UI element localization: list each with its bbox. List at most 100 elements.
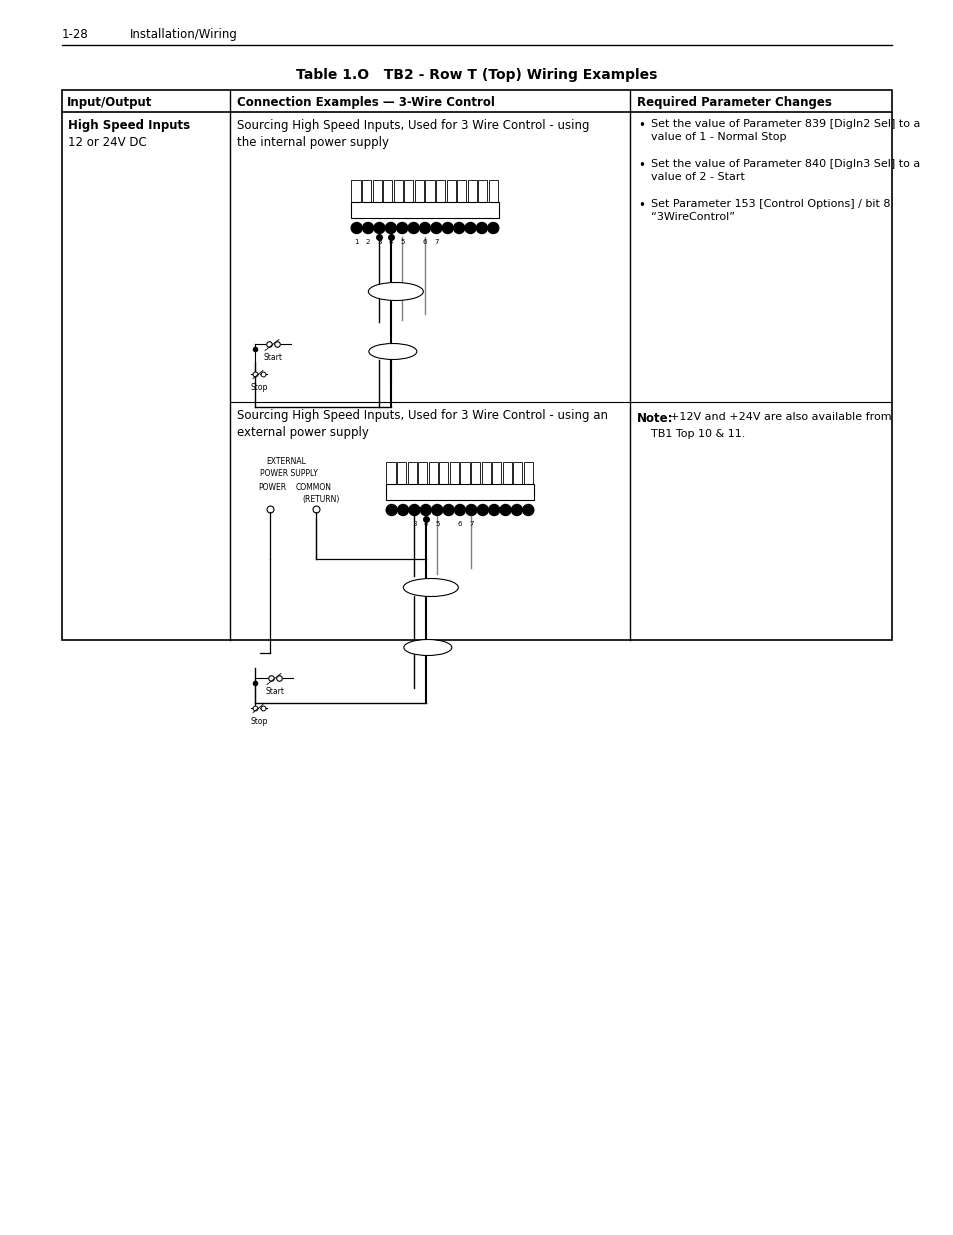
Text: Input/Output: Input/Output	[67, 96, 152, 109]
Circle shape	[408, 222, 418, 233]
Text: Sourcing High Speed Inputs, Used for 3 Wire Control - using
the internal power s: Sourcing High Speed Inputs, Used for 3 W…	[236, 119, 589, 149]
Circle shape	[454, 505, 465, 515]
Ellipse shape	[403, 640, 452, 656]
Text: TB1 Top 10 & 11.: TB1 Top 10 & 11.	[650, 429, 744, 438]
Bar	[417, 462, 427, 484]
Bar	[396, 462, 406, 484]
Text: Set Parameter 153 [Control Options] / bit 8
“3WireControl”: Set Parameter 153 [Control Options] / bi…	[650, 199, 889, 222]
Text: 6: 6	[422, 238, 427, 245]
Bar	[62, 90, 891, 640]
Bar	[425, 180, 435, 203]
Text: High Speed Inputs: High Speed Inputs	[68, 119, 190, 132]
Bar	[362, 180, 371, 203]
Text: Set the value of Parameter 839 [DigIn2 Sel] to a
value of 1 - Normal Stop: Set the value of Parameter 839 [DigIn2 S…	[650, 119, 920, 142]
Text: COMMON: COMMON	[295, 483, 332, 492]
Circle shape	[522, 505, 534, 515]
Text: 3: 3	[376, 238, 381, 245]
Text: •: •	[638, 159, 644, 172]
Text: +12V and +24V are also available from: +12V and +24V are also available from	[669, 412, 891, 422]
Text: Start: Start	[263, 353, 282, 363]
Bar	[513, 462, 522, 484]
Circle shape	[511, 505, 522, 515]
Bar	[383, 180, 392, 203]
Circle shape	[487, 222, 498, 233]
Text: Table 1.O   TB2 - Row T (Top) Wiring Examples: Table 1.O TB2 - Row T (Top) Wiring Examp…	[296, 68, 657, 82]
Text: Start: Start	[265, 688, 284, 697]
Circle shape	[385, 222, 395, 233]
Text: 7: 7	[469, 520, 473, 526]
Circle shape	[442, 505, 454, 515]
Bar	[394, 180, 402, 203]
Bar	[492, 462, 500, 484]
Circle shape	[420, 505, 431, 515]
Bar	[502, 462, 512, 484]
Text: 7: 7	[434, 238, 438, 245]
Circle shape	[362, 222, 374, 233]
Text: •: •	[638, 199, 644, 212]
Circle shape	[351, 222, 362, 233]
Circle shape	[499, 505, 511, 515]
Text: 5: 5	[435, 520, 439, 526]
Circle shape	[442, 222, 453, 233]
Bar	[477, 180, 487, 203]
Text: 3: 3	[412, 520, 416, 526]
Bar	[436, 180, 445, 203]
Text: Stop: Stop	[250, 716, 268, 725]
Text: 6: 6	[457, 520, 462, 526]
Bar	[351, 180, 360, 203]
Bar	[450, 462, 458, 484]
Text: Stop: Stop	[250, 383, 268, 391]
Circle shape	[454, 222, 464, 233]
Text: POWER SUPPLY: POWER SUPPLY	[260, 469, 317, 478]
Bar	[404, 180, 413, 203]
Circle shape	[432, 505, 442, 515]
Bar	[415, 180, 423, 203]
Bar	[489, 180, 497, 203]
Text: POWER: POWER	[257, 483, 286, 492]
Bar	[446, 180, 456, 203]
Circle shape	[396, 222, 407, 233]
Text: 2: 2	[366, 238, 370, 245]
Bar	[407, 462, 416, 484]
Bar	[467, 180, 476, 203]
Text: 12 or 24V DC: 12 or 24V DC	[68, 136, 147, 149]
Circle shape	[419, 222, 430, 233]
Ellipse shape	[368, 283, 423, 300]
Bar	[523, 462, 533, 484]
Bar	[456, 180, 466, 203]
Text: Set the value of Parameter 840 [DigIn3 Sel] to a
value of 2 - Start: Set the value of Parameter 840 [DigIn3 S…	[650, 159, 920, 183]
Text: 5: 5	[399, 238, 404, 245]
Text: Sourcing High Speed Inputs, Used for 3 Wire Control - using an
external power su: Sourcing High Speed Inputs, Used for 3 W…	[236, 409, 607, 438]
Circle shape	[476, 505, 488, 515]
Text: Required Parameter Changes: Required Parameter Changes	[637, 96, 831, 109]
Bar	[460, 462, 469, 484]
Bar	[439, 462, 448, 484]
Bar	[481, 462, 490, 484]
Text: 4: 4	[423, 520, 428, 526]
Circle shape	[397, 505, 408, 515]
Circle shape	[431, 222, 441, 233]
Circle shape	[464, 222, 476, 233]
Circle shape	[386, 505, 396, 515]
Text: 1-28: 1-28	[62, 28, 89, 41]
Text: EXTERNAL: EXTERNAL	[266, 457, 306, 466]
Ellipse shape	[369, 343, 416, 359]
Circle shape	[374, 222, 385, 233]
Bar	[373, 180, 381, 203]
Circle shape	[488, 505, 499, 515]
Bar	[471, 462, 479, 484]
Bar	[351, 203, 498, 219]
Text: •: •	[638, 119, 644, 132]
Bar	[428, 462, 437, 484]
Bar	[386, 462, 395, 484]
Text: Note:: Note:	[637, 412, 673, 425]
Ellipse shape	[403, 578, 457, 597]
Circle shape	[476, 222, 487, 233]
Text: 1: 1	[355, 238, 358, 245]
Circle shape	[409, 505, 419, 515]
Text: 4: 4	[388, 238, 393, 245]
Text: Connection Examples — 3-Wire Control: Connection Examples — 3-Wire Control	[236, 96, 495, 109]
Text: Installation/Wiring: Installation/Wiring	[130, 28, 237, 41]
Bar	[386, 484, 534, 500]
Circle shape	[465, 505, 476, 515]
